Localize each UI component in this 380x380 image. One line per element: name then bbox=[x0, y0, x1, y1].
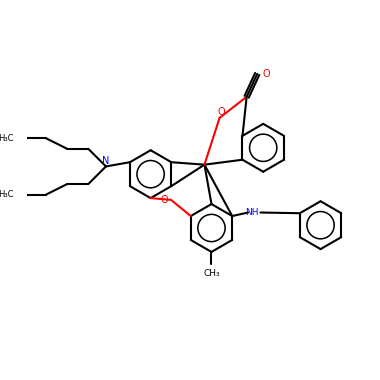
Text: CH₃: CH₃ bbox=[203, 269, 220, 277]
Text: O: O bbox=[161, 195, 168, 205]
Text: O: O bbox=[217, 106, 225, 117]
Text: N: N bbox=[102, 156, 109, 166]
Text: O: O bbox=[262, 69, 270, 79]
Text: H₃C: H₃C bbox=[0, 134, 14, 143]
Text: H₃C: H₃C bbox=[0, 190, 14, 199]
Text: NH: NH bbox=[245, 208, 258, 217]
